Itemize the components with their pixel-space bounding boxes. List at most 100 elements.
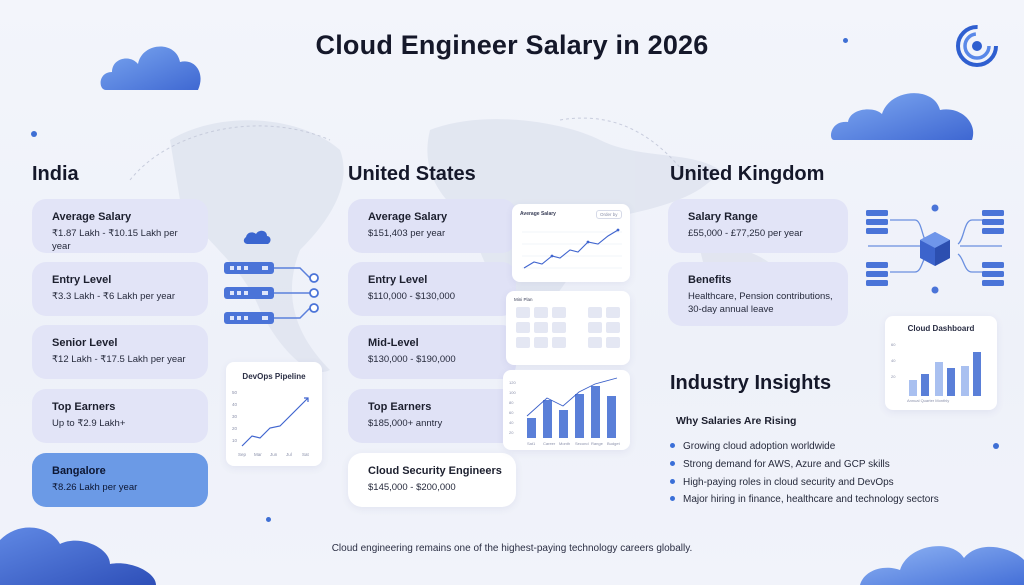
bar — [591, 386, 600, 438]
us-card-mid-level: Mid-Level $130,000 - $190,000 — [348, 325, 516, 379]
card-value: $151,403 per year — [368, 228, 446, 239]
x-tick: Sep — [238, 452, 247, 457]
card-label: Average Salary — [52, 211, 132, 223]
panel-title: Mini Plan — [514, 297, 533, 302]
server-stack-icon — [224, 230, 319, 324]
insight-bullet: Strong demand for AWS, Azure and GCP ski… — [670, 459, 890, 470]
india-heading: India — [32, 163, 79, 185]
bullet-dot-icon — [670, 442, 675, 448]
brand-logo-icon — [956, 25, 998, 67]
bar — [527, 418, 536, 438]
devops-pipeline-panel: DevOps Pipeline 50 40 30 20 10 Sep Mar J… — [226, 362, 322, 466]
x-tick: Annual Quarter Monthly — [907, 398, 949, 403]
salary-bar-chart-panel: 120 100 80 60 40 20 Sat1 Career Month Se… — [503, 370, 630, 450]
order-by-select[interactable]: Order by — [596, 210, 622, 219]
network-cube-icon — [866, 204, 1004, 294]
insight-text: Growing cloud adoption worldwide — [683, 441, 836, 452]
x-tick: Budget — [607, 441, 621, 446]
card-label: Average Salary — [368, 211, 448, 223]
cloud-dashboard-bar-chart: 60 40 20 Annual Quarter Monthly — [891, 342, 981, 403]
card-value: ₹8.26 Lakh per year — [52, 482, 138, 493]
insight-bullet: Major hiring in finance, healthcare and … — [670, 494, 939, 505]
bar — [909, 380, 917, 396]
card-label: Top Earners — [52, 401, 116, 413]
bar — [935, 362, 943, 396]
uk-card-benefits: Benefits Healthcare, Pension contributio… — [668, 262, 848, 326]
bar — [921, 374, 929, 396]
y-tick: 20 — [232, 426, 238, 431]
x-tick: Jul — [286, 452, 292, 457]
decoration-dot — [266, 517, 271, 522]
y-tick: 10 — [232, 438, 238, 443]
panel-title: Average Salary — [520, 211, 556, 217]
salary-bar-chart: 120 100 80 60 40 20 Sat1 Career Month Se… — [509, 377, 621, 446]
india-card-top-earners: Top Earners Up to ₹2.9 Lakh+ — [32, 389, 208, 443]
us-card-top-earners: Top Earners $185,000+ anntry — [348, 389, 516, 443]
card-value: Up to ₹2.9 Lakh+ — [52, 418, 126, 429]
uk-card-salary-range: Salary Range £55,000 - £77,250 per year — [668, 199, 848, 253]
panel-title: Cloud Dashboard — [907, 324, 975, 333]
decoration-dot — [31, 131, 37, 137]
insights-subheading: Why Salaries Are Rising — [676, 415, 797, 427]
card-label: Senior Level — [52, 337, 118, 349]
bar — [559, 410, 568, 438]
insight-text: Strong demand for AWS, Azure and GCP ski… — [683, 459, 890, 470]
card-label: Salary Range — [688, 211, 758, 223]
bullet-dot-icon — [670, 460, 675, 466]
card-label: Cloud Security Engineers — [368, 465, 502, 477]
bar — [947, 368, 955, 396]
card-label: Mid-Level — [368, 337, 419, 349]
x-tick: Career — [543, 441, 556, 446]
india-card-average-salary: Average Salary ₹1.87 Lakh - ₹10.15 Lakh … — [32, 199, 208, 253]
card-label: Bangalore — [52, 465, 106, 477]
x-tick: Sat — [302, 452, 310, 457]
card-value: ₹12 Lakh - ₹17.5 Lakh per year — [52, 354, 186, 365]
india-card-senior-level: Senior Level ₹12 Lakh - ₹17.5 Lakh per y… — [32, 325, 208, 379]
us-heading: United States — [348, 163, 476, 185]
x-tick: Month — [559, 441, 570, 446]
x-tick: Jun — [270, 452, 278, 457]
average-salary-line-chart — [522, 228, 622, 269]
y-tick: 60 — [509, 410, 514, 415]
decoration-dot — [993, 443, 999, 449]
card-value: ₹1.87 Lakh - ₹10.15 Lakh per year — [52, 228, 178, 252]
x-tick: Mar — [254, 452, 262, 457]
average-salary-panel: Average Salary Order by — [512, 204, 630, 282]
card-label: Entry Level — [52, 274, 112, 286]
y-tick: 100 — [509, 390, 516, 395]
x-tick: Sat1 — [527, 441, 536, 446]
card-value: £55,000 - £77,250 per year — [688, 228, 803, 239]
bar — [543, 400, 552, 438]
bullet-dot-icon — [670, 478, 675, 484]
bar — [607, 396, 616, 438]
y-tick: 40 — [232, 402, 238, 407]
cloud-decoration-top-right — [830, 93, 974, 140]
card-value: $130,000 - $190,000 — [368, 354, 456, 365]
us-card-cloud-security-engineers: Cloud Security Engineers $145,000 - $200… — [348, 453, 516, 507]
card-label: Benefits — [688, 274, 732, 286]
decoration-dot — [843, 38, 848, 43]
cloud-decoration-bottom-right — [860, 546, 1024, 585]
card-label: Top Earners — [368, 401, 432, 413]
devops-line-chart: 50 40 30 20 10 Sep Mar Jun Jul Sat — [232, 390, 310, 457]
footer-note: Cloud engineering remains one of the hig… — [331, 543, 693, 554]
insight-text: High-paying roles in cloud security and … — [683, 477, 894, 488]
y-tick: 80 — [509, 400, 514, 405]
card-label: Entry Level — [368, 274, 428, 286]
page-title: Cloud Engineer Salary in 2026 — [315, 30, 709, 60]
y-tick: 120 — [509, 380, 516, 385]
x-tick: Range — [591, 441, 604, 446]
card-value: $110,000 - $130,000 — [368, 291, 455, 302]
panel-title: DevOps Pipeline — [242, 372, 306, 381]
card-value: ₹3.3 Lakh - ₹6 Lakh per year — [52, 291, 175, 302]
x-tick: Second — [575, 441, 589, 446]
card-value: $185,000+ anntry — [368, 418, 443, 429]
y-tick: 20 — [509, 430, 514, 435]
y-tick: 40 — [509, 420, 514, 425]
india-card-entry-level: Entry Level ₹3.3 Lakh - ₹6 Lakh per year — [32, 262, 208, 316]
y-tick: 30 — [232, 414, 238, 419]
bar — [973, 352, 981, 396]
cloud-dashboard-panel: Cloud Dashboard 60 40 20 Annual Quarter … — [885, 316, 997, 410]
cloud-decoration-top-left — [100, 46, 201, 90]
us-card-average-salary: Average Salary $151,403 per year — [348, 199, 516, 253]
